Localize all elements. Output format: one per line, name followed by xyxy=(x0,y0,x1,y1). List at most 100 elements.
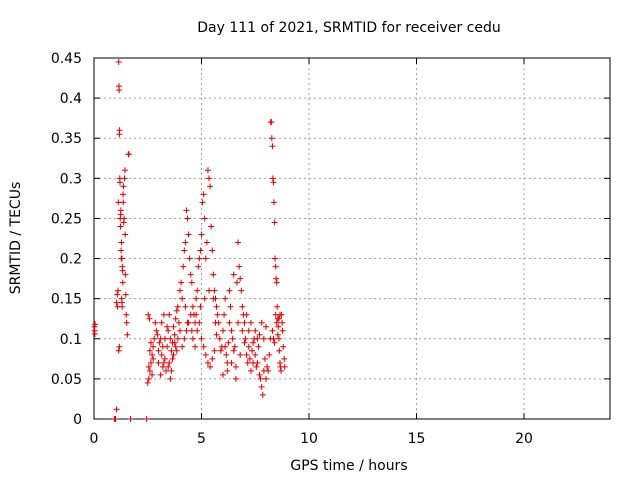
data-point xyxy=(118,255,125,262)
data-point xyxy=(146,315,153,322)
data-point xyxy=(150,343,157,350)
data-point xyxy=(167,375,174,382)
data-point xyxy=(237,351,244,358)
data-point xyxy=(189,303,196,310)
data-point xyxy=(210,271,217,278)
data-point xyxy=(214,311,221,318)
data-point xyxy=(211,287,218,294)
data-point xyxy=(116,343,123,350)
data-point xyxy=(183,207,190,214)
data-point xyxy=(203,239,210,246)
data-point xyxy=(113,406,120,413)
data-point xyxy=(184,319,191,326)
data-point xyxy=(171,331,178,338)
y-tick-label: 0.45 xyxy=(51,51,82,67)
data-point xyxy=(232,363,239,370)
data-point xyxy=(144,379,151,386)
data-point xyxy=(179,295,186,302)
data-point xyxy=(269,143,276,150)
data-point xyxy=(269,175,276,182)
data-point xyxy=(257,375,264,382)
data-point xyxy=(174,335,181,342)
data-point xyxy=(220,327,226,334)
data-point xyxy=(154,331,161,338)
data-point xyxy=(117,179,124,186)
data-point xyxy=(193,295,200,302)
data-point xyxy=(158,319,165,326)
data-point xyxy=(120,199,127,206)
data-point xyxy=(230,347,237,354)
data-point xyxy=(259,391,266,398)
data-point xyxy=(122,231,129,238)
data-point xyxy=(230,271,237,278)
data-point xyxy=(252,327,259,334)
data-point xyxy=(165,327,172,334)
data-point xyxy=(114,291,121,298)
data-point xyxy=(143,416,150,422)
data-point xyxy=(256,371,263,378)
data-point xyxy=(210,295,217,302)
data-point xyxy=(241,319,248,326)
data-point xyxy=(123,319,130,326)
data-point xyxy=(271,339,278,346)
data-point xyxy=(91,330,98,337)
data-point xyxy=(164,323,171,330)
data-point xyxy=(235,239,242,246)
data-point xyxy=(178,279,185,286)
chart-title: Day 111 of 2021, SRMTID for receiver ced… xyxy=(197,20,500,36)
data-point xyxy=(168,347,175,354)
data-point xyxy=(242,335,249,342)
data-point xyxy=(115,347,122,354)
data-point xyxy=(160,311,167,318)
y-tick-label: 0.05 xyxy=(51,372,82,388)
data-point xyxy=(245,343,252,350)
data-point xyxy=(209,355,216,362)
data-point xyxy=(217,347,224,354)
data-point xyxy=(187,271,194,278)
data-point xyxy=(201,215,208,222)
data-point xyxy=(146,347,153,354)
data-point xyxy=(198,335,205,342)
data-point xyxy=(188,327,195,334)
data-point xyxy=(155,347,162,354)
data-point xyxy=(151,335,158,342)
data-point xyxy=(239,303,246,310)
data-point xyxy=(157,371,164,378)
data-point xyxy=(226,287,233,294)
y-axis: 0 0.05 0.1 0.15 0.2 0.25 0.3 0.35 0.4 0.45 xyxy=(51,51,610,428)
data-point xyxy=(281,363,288,370)
data-point xyxy=(258,383,265,390)
data-point xyxy=(272,255,279,262)
data-point xyxy=(224,367,231,374)
data-point xyxy=(173,307,180,314)
data-point xyxy=(246,355,253,362)
plot-frame xyxy=(93,57,611,420)
data-point xyxy=(118,247,125,254)
y-tick-label: 0 xyxy=(73,412,82,428)
data-point xyxy=(158,351,165,358)
data-point xyxy=(243,351,250,358)
data-point xyxy=(254,335,261,342)
y-tick-label: 0.15 xyxy=(51,292,82,308)
y-tick-label: 0.35 xyxy=(51,131,82,147)
data-point xyxy=(170,323,177,330)
data-point xyxy=(264,363,271,370)
data-point xyxy=(123,311,130,318)
data-point xyxy=(181,335,188,342)
data-point xyxy=(149,371,156,378)
data-point xyxy=(269,327,276,334)
data-point xyxy=(221,311,228,318)
data-point xyxy=(159,343,166,350)
data-point xyxy=(112,416,119,422)
data-point xyxy=(146,367,153,374)
data-point xyxy=(117,207,124,214)
data-point xyxy=(271,219,278,226)
data-point xyxy=(117,223,124,230)
data-point xyxy=(116,127,123,134)
data-point xyxy=(258,319,265,326)
y-tick-label: 0.25 xyxy=(51,211,82,227)
data-point xyxy=(231,343,238,350)
data-point xyxy=(274,331,281,338)
data-point xyxy=(145,375,152,382)
data-point xyxy=(187,311,194,318)
